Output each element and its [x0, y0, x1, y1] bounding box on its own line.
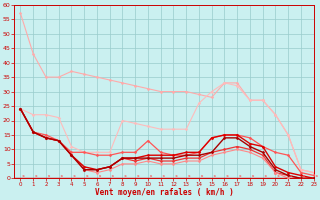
X-axis label: Vent moyen/en rafales ( km/h ): Vent moyen/en rafales ( km/h ) [94, 188, 233, 197]
